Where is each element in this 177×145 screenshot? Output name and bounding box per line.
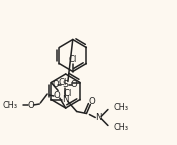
Text: CH₃: CH₃: [3, 100, 18, 109]
Text: CH₃: CH₃: [114, 123, 129, 132]
Text: O: O: [89, 97, 96, 106]
Text: Cl: Cl: [59, 78, 67, 87]
Text: O: O: [27, 100, 34, 109]
Text: Cl: Cl: [69, 55, 77, 64]
Text: N: N: [62, 95, 68, 104]
Text: O: O: [70, 80, 77, 89]
Text: O: O: [53, 80, 59, 89]
Text: Cl: Cl: [63, 89, 71, 98]
Text: S: S: [62, 80, 68, 89]
Text: CH₃: CH₃: [114, 103, 129, 112]
Text: O: O: [53, 91, 60, 100]
Text: N: N: [95, 113, 101, 122]
